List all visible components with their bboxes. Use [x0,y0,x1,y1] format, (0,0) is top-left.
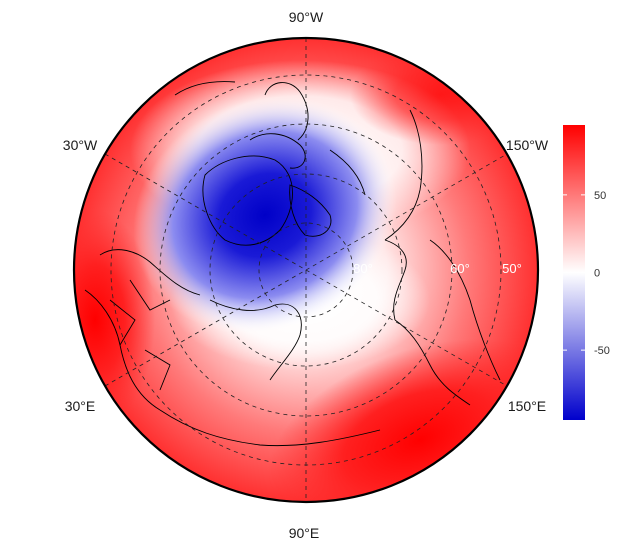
lon-label-30e: 30°E [65,398,96,414]
anomaly-field [74,38,538,502]
map-border [72,36,540,504]
lat-label-50: 50° [502,261,522,276]
colorbar-tick-label: 0 [594,268,600,280]
lon-label-150w: 150°W [506,137,549,153]
lon-label-150e: 150°E [508,398,546,414]
lon-label-30w: 30°W [63,137,98,153]
colorbar: 50 0 -50 [563,125,610,420]
coastlines [84,81,501,447]
lat-label-60: 60° [450,261,470,276]
colorbar-tick-label: -50 [594,345,610,357]
colorbar-tick-label: 50 [594,190,606,202]
graticule [104,38,508,502]
colorbar-ramp [563,125,585,420]
lat-label-80: 80° [353,261,373,276]
lon-label-90w: 90°W [289,9,324,25]
lon-label-90e: 90°E [289,525,320,541]
